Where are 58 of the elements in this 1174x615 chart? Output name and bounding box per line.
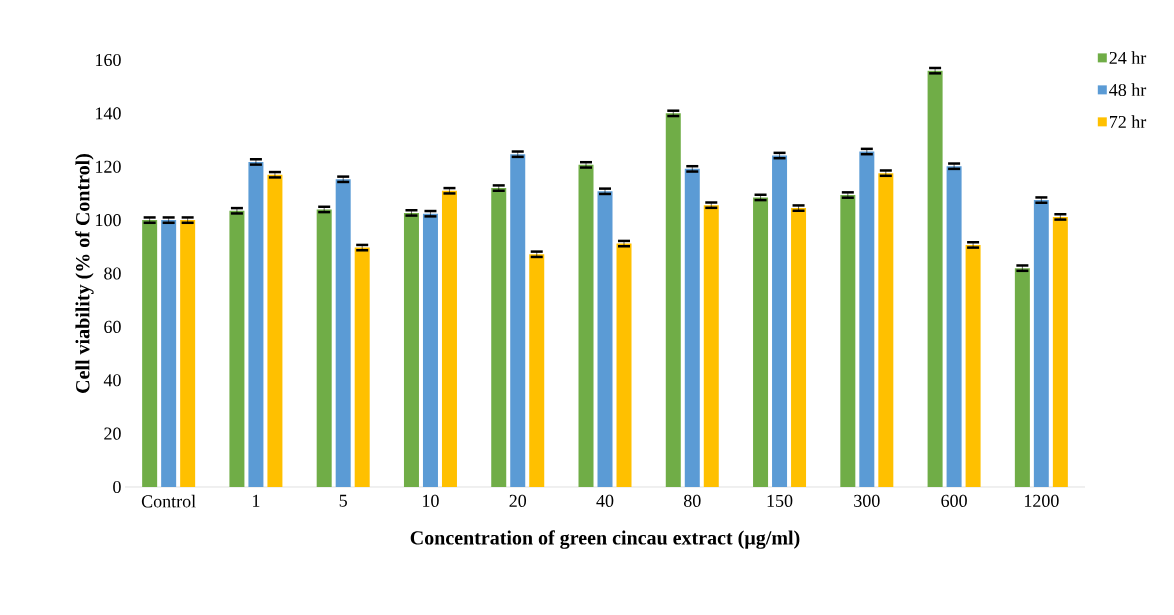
- bar: [616, 243, 632, 487]
- x-tick-label: 40: [596, 494, 614, 507]
- bar: [354, 247, 370, 487]
- y-tick-label: 160: [96, 53, 121, 67]
- bar: [335, 179, 351, 487]
- bar: [1052, 216, 1068, 487]
- bar: [791, 208, 807, 487]
- y-tick-label: 20: [104, 427, 121, 440]
- bar: [703, 205, 719, 487]
- bar: [965, 244, 981, 487]
- x-tick-label: 1: [253, 494, 260, 507]
- bar: [161, 220, 177, 487]
- bar: [1033, 200, 1049, 487]
- bar: [316, 209, 332, 487]
- x-axis-title: Concentration of green cincau extract (µg/ml): [410, 530, 800, 549]
- bar: [927, 70, 943, 487]
- y-axis-title: Cell viability (% of Control): [75, 153, 94, 393]
- x-tick-label: Control: [141, 494, 196, 508]
- bar: [491, 188, 507, 487]
- y-tick-label: 60: [104, 320, 121, 333]
- bar: [529, 254, 545, 487]
- y-tick-label: 40: [103, 374, 121, 387]
- bar: [665, 113, 681, 487]
- y-tick-label: 0: [113, 480, 121, 494]
- y-tick-label: 100: [96, 214, 121, 227]
- bar: [859, 151, 875, 487]
- x-tick-label: 80: [683, 494, 701, 507]
- bar: [578, 164, 594, 487]
- y-tick-label: 80: [104, 267, 121, 280]
- y-tick-label: 140: [96, 107, 121, 120]
- bar: [597, 191, 613, 487]
- bar: [946, 166, 962, 487]
- bar: [403, 212, 419, 487]
- bar: [772, 155, 788, 487]
- bar: [267, 174, 283, 487]
- bar: [1014, 268, 1030, 487]
- x-tick-label: 5: [339, 494, 347, 507]
- legend-label: 24 hr: [1109, 51, 1147, 64]
- x-tick-label: 300: [854, 494, 880, 507]
- bar: [142, 220, 158, 487]
- bar: [878, 173, 894, 487]
- bar: [180, 220, 196, 487]
- legend-label: 48 hr: [1109, 83, 1147, 97]
- bar: [422, 213, 438, 487]
- x-tick-label: 20: [509, 494, 527, 507]
- bar: [441, 190, 457, 487]
- x-tick-label: 1200: [1024, 494, 1059, 507]
- bar: [229, 210, 245, 487]
- x-tick-label: 150: [767, 494, 793, 507]
- bar: [248, 161, 264, 487]
- bar: [684, 168, 700, 487]
- bar: [840, 195, 856, 487]
- bar: [753, 197, 769, 487]
- bar: [510, 154, 526, 487]
- x-tick-label: 10: [423, 494, 439, 507]
- x-tick-label: 600: [941, 494, 967, 507]
- legend-label: 72 hr: [1109, 115, 1147, 128]
- y-tick-label: 120: [96, 160, 121, 173]
